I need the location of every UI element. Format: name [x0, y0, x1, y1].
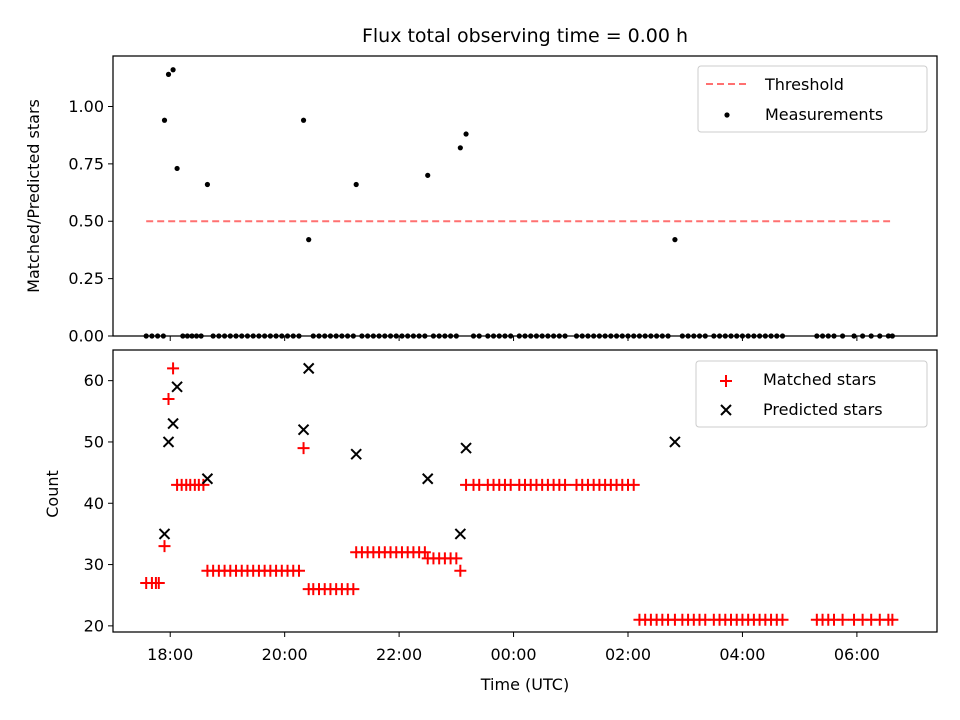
- measurement-point: [353, 181, 359, 188]
- top-y-ticks: 0.00 0.25 0.50 0.75 1.00: [68, 97, 858, 346]
- matched-star-point: [167, 362, 180, 375]
- matched-star-point: [454, 564, 467, 577]
- chart-title: Flux total observing time = 0.00 h: [362, 25, 688, 47]
- predicted-star-point: [297, 423, 310, 436]
- matched-star-point: [152, 576, 165, 589]
- bottom-y-tick-label: 60: [84, 371, 104, 390]
- bottom-y-tick-label: 20: [84, 616, 104, 635]
- x-tick-label: 04:00: [719, 645, 765, 664]
- matched-star-point: [347, 583, 360, 596]
- legend-threshold-label: Threshold: [764, 75, 844, 94]
- predicted-star-point: [669, 436, 681, 448]
- matched-star-point: [292, 564, 305, 577]
- matched-star-point: [886, 613, 899, 626]
- predicted-star-point: [171, 381, 183, 393]
- matched-star-point: [197, 478, 210, 491]
- x-tick-label: 20:00: [262, 645, 308, 664]
- x-tick-label: 06:00: [834, 645, 880, 664]
- top-y-tick-label: 0.00: [68, 327, 104, 346]
- bottom-legend: Matched stars Predicted stars: [695, 360, 928, 428]
- measurement-point: [161, 117, 168, 123]
- matched-star-point: [450, 552, 463, 565]
- top-y-tick-label: 1.00: [68, 97, 104, 116]
- predicted-star-point: [302, 362, 315, 375]
- predicted-star-point: [422, 473, 434, 485]
- measurement-point: [204, 181, 211, 188]
- measurement-point: [306, 237, 312, 243]
- bottom-y-ticks: 20 30 40 50 60: [84, 371, 113, 635]
- top-y-tick-label: 0.75: [68, 154, 104, 173]
- top-y-axis-label: Matched/Predicted stars: [24, 99, 43, 293]
- x-tick-label: 22:00: [376, 645, 422, 664]
- top-legend-box: [697, 65, 928, 133]
- bottom-plot-area: [140, 362, 899, 626]
- matched-star-point: [776, 613, 789, 626]
- top-legend: Threshold Measurements: [697, 65, 928, 133]
- predicted-star-point: [167, 417, 179, 430]
- top-y-tick-label: 0.50: [68, 212, 104, 231]
- x-ticks: 18:00 20:00 22:00 00:00 02:00 04:00 06:00: [147, 632, 880, 664]
- x-axis-label: Time (UTC): [480, 675, 569, 694]
- matched-star-point: [559, 478, 572, 491]
- legend-matched-label: Matched stars: [763, 370, 876, 389]
- predicted-star-point: [460, 442, 472, 454]
- bottom-panel: Count Time (UTC) 20 30 40 50 60 18:00 20:00 22…: [43, 349, 938, 694]
- measurement-point: [174, 165, 180, 172]
- predicted-star-point: [350, 448, 362, 460]
- top-y-tick-label: 0.25: [68, 269, 104, 288]
- measurement-point: [463, 131, 469, 137]
- bottom-y-axis-label: Count: [43, 470, 62, 518]
- measurement-point: [170, 67, 176, 73]
- measurement-point: [425, 172, 431, 178]
- predicted-star-point: [454, 528, 467, 540]
- legend-measurements-label: Measurements: [765, 105, 883, 124]
- legend-predicted-swatch: [720, 404, 732, 416]
- matched-star-point: [297, 442, 310, 455]
- measurement-point: [300, 117, 307, 123]
- top-axes-frame: [112, 55, 938, 337]
- predicted-star-point: [158, 528, 171, 540]
- legend-measurements-swatch: [724, 112, 730, 118]
- matched-star-point: [162, 393, 175, 406]
- matched-star-point: [627, 478, 640, 491]
- matched-star-point: [836, 613, 849, 626]
- legend-matched-swatch: [720, 375, 732, 387]
- bottom-axes-frame: [112, 349, 938, 633]
- bottom-legend-box: [695, 360, 928, 428]
- x-tick-label: 00:00: [491, 645, 537, 664]
- measurement-point: [457, 145, 463, 151]
- bottom-y-tick-label: 30: [84, 555, 104, 574]
- bottom-y-tick-label: 50: [84, 432, 104, 451]
- predicted-star-point: [162, 436, 175, 448]
- top-panel: Flux total observing time = 0.00 h Match…: [24, 25, 938, 346]
- measurement-point: [165, 71, 172, 77]
- x-tick-label: 18:00: [147, 645, 193, 664]
- predicted-star-point: [201, 473, 214, 485]
- x-tick-label: 02:00: [605, 645, 651, 664]
- legend-predicted-label: Predicted stars: [763, 400, 883, 419]
- measurement-point: [672, 237, 678, 243]
- bottom-y-tick-label: 40: [84, 494, 104, 513]
- matched-star-point: [158, 540, 171, 553]
- matched-star-point: [418, 546, 431, 559]
